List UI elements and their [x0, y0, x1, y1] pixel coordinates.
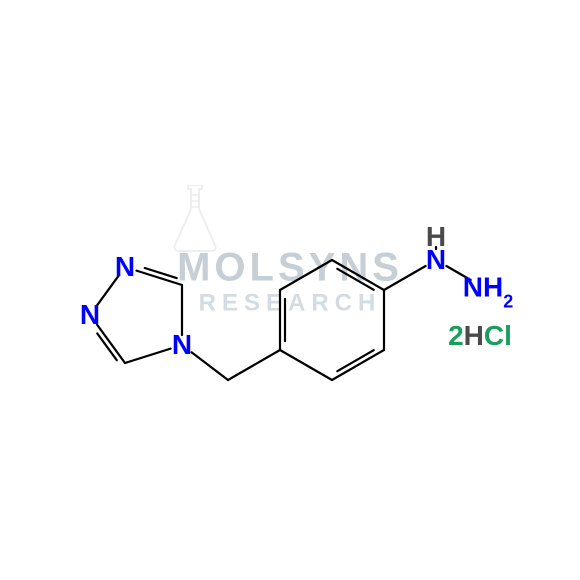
atom-H-above: H — [426, 223, 446, 251]
salt-cl: Cl — [484, 320, 512, 351]
atom-N5: N — [115, 253, 135, 281]
atom-N3: N — [172, 331, 192, 359]
atom-N1: N — [80, 301, 100, 329]
salt-h: H — [464, 320, 484, 351]
salt-prefix: 2 — [448, 320, 464, 351]
canvas: MOLSYNS RESEARCH NNNNNH2H 2HCl — [0, 0, 580, 580]
atom-N8: NH2 — [463, 274, 513, 307]
salt-label: 2HCl — [448, 320, 512, 352]
